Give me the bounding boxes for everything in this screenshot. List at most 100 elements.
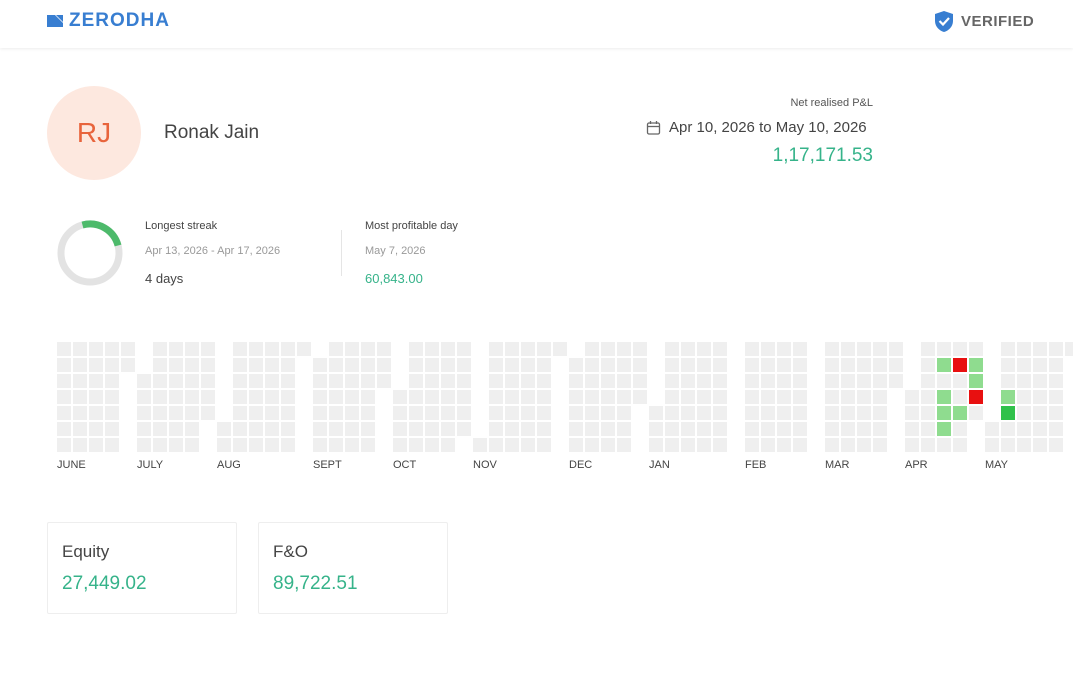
- day-cell: [713, 422, 727, 436]
- day-cell: [953, 374, 967, 388]
- day-cell: [857, 390, 871, 404]
- day-cell: [793, 438, 807, 452]
- day-cell: [505, 406, 519, 420]
- day-cell: [57, 358, 71, 372]
- day-cell: [233, 342, 247, 356]
- day-cell: [329, 422, 343, 436]
- day-cell: [537, 406, 551, 420]
- day-cell: [665, 422, 679, 436]
- day-cell: [873, 390, 887, 404]
- day-cell: [537, 374, 551, 388]
- day-cell: [345, 406, 359, 420]
- day-cell: [489, 342, 503, 356]
- day-cell: [425, 358, 439, 372]
- month-label: FEB: [745, 459, 766, 471]
- day-cell: [185, 438, 199, 452]
- day-cell: [233, 374, 247, 388]
- day-cell: [937, 422, 951, 436]
- day-cell: [441, 390, 455, 404]
- day-cell: [969, 406, 983, 420]
- day-cell: [601, 438, 615, 452]
- day-cell: [649, 422, 663, 436]
- day-cell: [569, 374, 583, 388]
- day-cell: [697, 438, 711, 452]
- day-cell: [361, 438, 375, 452]
- day-cell: [185, 358, 199, 372]
- day-cell: [265, 438, 279, 452]
- day-cell: [953, 438, 967, 452]
- day-cell: [361, 358, 375, 372]
- day-cell: [585, 422, 599, 436]
- day-cell: [745, 374, 759, 388]
- day-cell: [153, 342, 167, 356]
- user-name: Ronak Jain: [164, 122, 260, 143]
- day-cell: [73, 438, 87, 452]
- day-cell: [969, 342, 983, 356]
- day-cell: [249, 390, 263, 404]
- day-cell: [377, 374, 391, 388]
- stat-value: 4 days: [145, 271, 184, 286]
- day-cell: [169, 342, 183, 356]
- day-cell: [905, 390, 919, 404]
- day-cell: [329, 390, 343, 404]
- day-cell: [873, 374, 887, 388]
- day-cell: [521, 342, 535, 356]
- day-cell: [969, 358, 983, 372]
- streak-donut: [57, 220, 123, 286]
- day-cell: [905, 422, 919, 436]
- day-cell: [665, 358, 679, 372]
- day-cell: [1001, 358, 1015, 372]
- day-cell: [89, 406, 103, 420]
- day-cell: [617, 342, 631, 356]
- day-cell: [409, 358, 423, 372]
- day-cell: [249, 438, 263, 452]
- day-cell: [1033, 406, 1047, 420]
- day-cell: [825, 342, 839, 356]
- day-cell: [745, 422, 759, 436]
- day-cell: [137, 406, 151, 420]
- day-cell: [793, 390, 807, 404]
- day-cell: [665, 374, 679, 388]
- day-cell: [1017, 438, 1031, 452]
- day-cell: [825, 374, 839, 388]
- day-cell: [857, 358, 871, 372]
- day-cell: [745, 390, 759, 404]
- day-cell: [745, 358, 759, 372]
- day-cell: [697, 358, 711, 372]
- day-cell: [521, 358, 535, 372]
- day-cell: [617, 390, 631, 404]
- day-cell: [825, 406, 839, 420]
- day-cell: [697, 406, 711, 420]
- day-cell: [265, 358, 279, 372]
- day-cell: [713, 358, 727, 372]
- day-cell: [681, 406, 695, 420]
- day-cell: [1049, 374, 1063, 388]
- day-cell: [89, 374, 103, 388]
- day-cell: [937, 374, 951, 388]
- day-cell: [601, 342, 615, 356]
- day-cell: [73, 422, 87, 436]
- day-cell: [505, 438, 519, 452]
- day-cell: [777, 374, 791, 388]
- day-cell: [713, 406, 727, 420]
- day-cell: [361, 406, 375, 420]
- day-cell: [633, 374, 647, 388]
- day-cell: [425, 422, 439, 436]
- day-cell: [633, 390, 647, 404]
- day-cell: [217, 422, 231, 436]
- day-cell: [585, 390, 599, 404]
- day-cell: [457, 374, 471, 388]
- day-cell: [889, 358, 903, 372]
- month-label: AUG: [217, 459, 241, 471]
- day-cell: [1065, 342, 1073, 356]
- day-cell: [841, 390, 855, 404]
- day-cell: [265, 406, 279, 420]
- calendar-icon: [646, 121, 661, 135]
- day-cell: [537, 342, 551, 356]
- day-cell: [265, 342, 279, 356]
- day-cell: [57, 374, 71, 388]
- day-cell: [57, 342, 71, 356]
- day-cell: [1049, 342, 1063, 356]
- day-cell: [105, 422, 119, 436]
- day-cell: [569, 358, 583, 372]
